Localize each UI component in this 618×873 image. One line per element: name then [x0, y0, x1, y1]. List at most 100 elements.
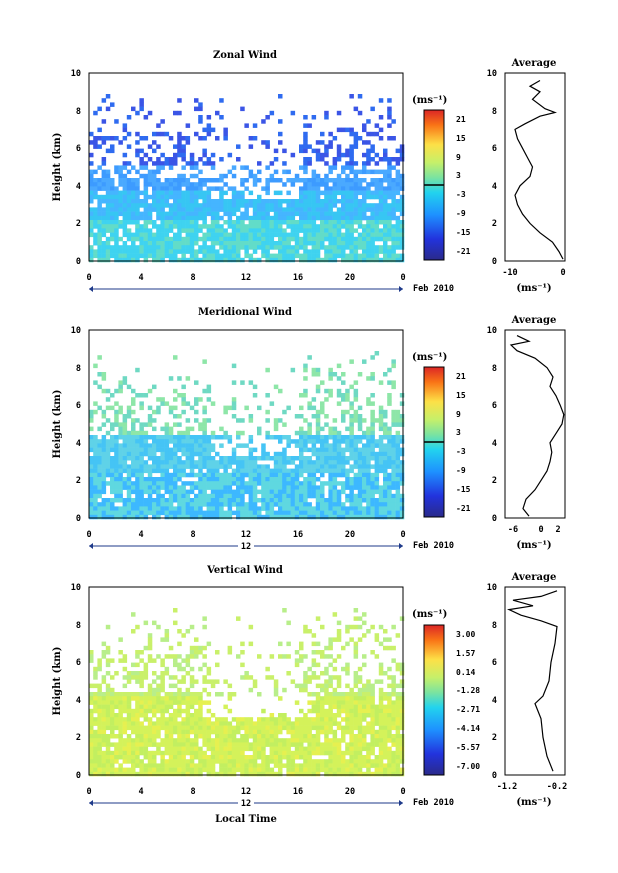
- heatmap-cell: [177, 241, 182, 246]
- panel-zonal: Zonal Wind 0 2 4 6 8 10 0 4 8 12 16 20 0…: [52, 50, 566, 294]
- heatmap-cell: [353, 215, 359, 221]
- heatmap-cell: [261, 506, 266, 511]
- heatmap-cell: [122, 241, 128, 246]
- heatmap-cell: [261, 253, 266, 259]
- heatmap-cell: [341, 211, 346, 217]
- heatmap-cell: [227, 729, 233, 735]
- heatmap-cell: [110, 253, 115, 259]
- heatmap-cell: [147, 110, 153, 116]
- heatmap-cell: [131, 671, 136, 676]
- heatmap-cell: [362, 654, 367, 659]
- heatmap-cell: [122, 506, 128, 511]
- heatmap-cell: [194, 161, 199, 166]
- heatmap-cell: [114, 717, 119, 722]
- heatmap-cell: [114, 409, 119, 415]
- heatmap-cell: [273, 203, 279, 208]
- heatmap-cell: [315, 215, 321, 221]
- heatmap-cell: [391, 443, 396, 448]
- heatmap-cell: [336, 506, 342, 511]
- heatmap-cell: [311, 767, 317, 773]
- heatmap-cell: [143, 477, 149, 482]
- heatmap-cell: [105, 696, 111, 701]
- heatmap-cell: [315, 224, 321, 229]
- heatmap-cell: [189, 220, 195, 225]
- heatmap-cell: [244, 460, 249, 465]
- heatmap-cell: [101, 253, 107, 259]
- heatmap-cell: [399, 253, 405, 259]
- heatmap-cell: [307, 199, 312, 204]
- heatmap-cell: [240, 489, 245, 495]
- heatmap-cell: [164, 245, 170, 250]
- heatmap-cell: [227, 759, 233, 764]
- heatmap-cell: [194, 502, 199, 507]
- heatmap-cell: [265, 489, 270, 495]
- heatmap-cell: [374, 489, 380, 495]
- heatmap-cell: [139, 426, 144, 432]
- heatmap-cell: [395, 742, 401, 747]
- heatmap-cell: [257, 654, 262, 659]
- heatmap-cell: [269, 232, 275, 238]
- heatmap-cell: [399, 401, 405, 406]
- heatmap-cell: [378, 98, 384, 103]
- heatmap-cell: [370, 493, 375, 499]
- heatmap-cell: [252, 464, 258, 469]
- heatmap-cell: [391, 178, 396, 183]
- heatmap-cell: [341, 380, 346, 385]
- heatmap-cell: [252, 683, 258, 689]
- heatmap-cell: [210, 502, 216, 507]
- heatmap-cell: [105, 418, 111, 423]
- heatmap-cell: [383, 502, 388, 507]
- heatmap-cell: [383, 241, 388, 246]
- heatmap-cell: [126, 451, 132, 457]
- heatmap-cell: [105, 203, 111, 208]
- heatmap-cell: [194, 763, 199, 768]
- heatmap-cell: [181, 439, 186, 444]
- heatmap-cell: [152, 186, 157, 191]
- heatmap-cell: [324, 190, 329, 196]
- heatmap-cell: [101, 468, 107, 474]
- heatmap-cell: [324, 767, 329, 773]
- heatmap-cell: [101, 241, 107, 246]
- heatmap-cell: [173, 355, 178, 360]
- heatmap-cell: [294, 236, 300, 242]
- heatmap-cell: [399, 414, 405, 419]
- heatmap-cell: [210, 481, 216, 486]
- heatmap-cell: [240, 477, 245, 482]
- heatmap-cell: [311, 725, 317, 731]
- heatmap-cell: [332, 472, 338, 478]
- heatmap-cell: [122, 136, 128, 141]
- heatmap-cell: [366, 169, 371, 175]
- heatmap-cell: [265, 771, 270, 777]
- heatmap-cell: [395, 232, 401, 238]
- heatmap-cell: [265, 738, 270, 743]
- heatmap-cell: [378, 468, 384, 474]
- heatmap-cell: [126, 115, 132, 120]
- heatmap-cell: [320, 502, 325, 507]
- heatmap-cell: [395, 439, 401, 444]
- heatmap-cell: [131, 763, 136, 768]
- heatmap-cell: [341, 224, 346, 229]
- heatmap-cell: [265, 430, 270, 436]
- heatmap-cell: [307, 157, 312, 162]
- heatmap-cell: [135, 460, 140, 465]
- heatmap-cell: [143, 485, 149, 490]
- heatmap-cell: [315, 502, 321, 507]
- profile-line: [509, 335, 565, 517]
- heatmap-cell: [399, 144, 405, 149]
- heatmap-cell: [290, 207, 296, 212]
- heatmap-cell: [114, 746, 119, 752]
- heatmap-cell: [366, 397, 371, 402]
- heatmap-cell: [227, 232, 233, 238]
- heatmap-cell: [210, 763, 216, 768]
- heatmap-cell: [181, 409, 186, 415]
- heatmap-cell: [152, 738, 157, 743]
- heatmap-cell: [383, 232, 388, 238]
- heatmap-cell: [97, 704, 102, 710]
- heatmap-cell: [311, 477, 317, 482]
- heatmap-cell: [152, 161, 157, 166]
- heatmap-cell: [336, 152, 342, 158]
- heatmap-cell: [328, 435, 333, 440]
- heatmap-cell: [374, 152, 380, 158]
- heatmap-cell: [370, 422, 375, 427]
- heatmap-cell: [122, 228, 128, 233]
